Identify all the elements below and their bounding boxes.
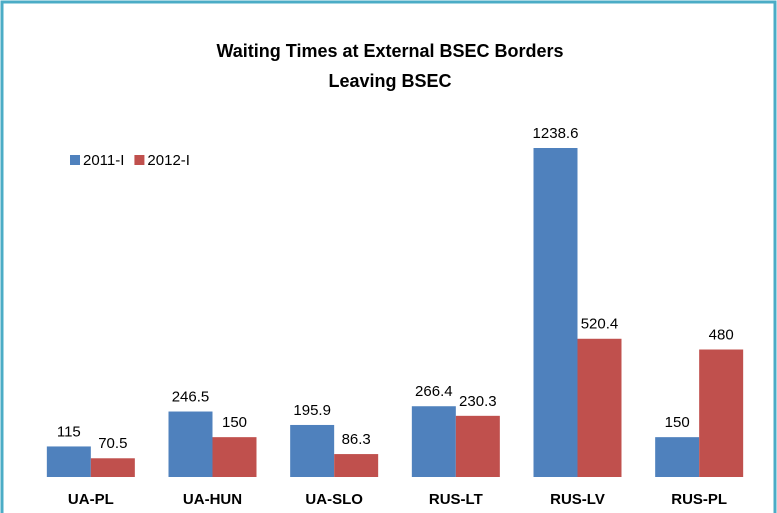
data-label: 520.4 <box>581 316 619 333</box>
data-label: 480 <box>709 326 734 343</box>
x-tick-label: RUS-LT <box>429 491 483 508</box>
bar <box>334 454 379 477</box>
data-label: 230.3 <box>459 393 497 410</box>
bar <box>90 458 135 477</box>
bar <box>699 349 744 477</box>
data-label: 86.3 <box>342 431 371 448</box>
bar <box>655 437 700 477</box>
bar <box>411 406 456 477</box>
x-tick-label: RUS-LV <box>550 491 605 508</box>
bar <box>46 446 91 477</box>
bar <box>212 437 257 477</box>
data-label: 115 <box>57 423 81 440</box>
chart-title: Waiting Times at External BSEC Borders <box>216 41 563 61</box>
data-label: 1238.6 <box>533 125 579 142</box>
x-tick-label: UA-SLO <box>305 491 363 508</box>
data-label: 246.5 <box>172 388 210 405</box>
data-label: 195.9 <box>293 402 331 419</box>
data-label: 266.4 <box>415 383 453 400</box>
x-tick-label: RUS-PL <box>671 491 727 508</box>
bar <box>577 338 622 477</box>
legend-swatch <box>70 155 80 165</box>
x-tick-label: UA-PL <box>68 491 114 508</box>
legend-label: 2011-I <box>83 152 124 169</box>
legend-swatch <box>134 155 145 165</box>
bar <box>455 415 500 477</box>
data-label: 70.5 <box>98 435 127 452</box>
bar <box>290 424 335 477</box>
bar <box>533 148 578 477</box>
bar <box>168 411 213 477</box>
data-label: 150 <box>665 414 690 431</box>
chart-subtitle: Leaving BSEC <box>328 71 451 91</box>
x-tick-label: UA-HUN <box>183 491 242 508</box>
legend-label: 2012-I <box>147 152 190 169</box>
data-label: 150 <box>222 414 247 431</box>
